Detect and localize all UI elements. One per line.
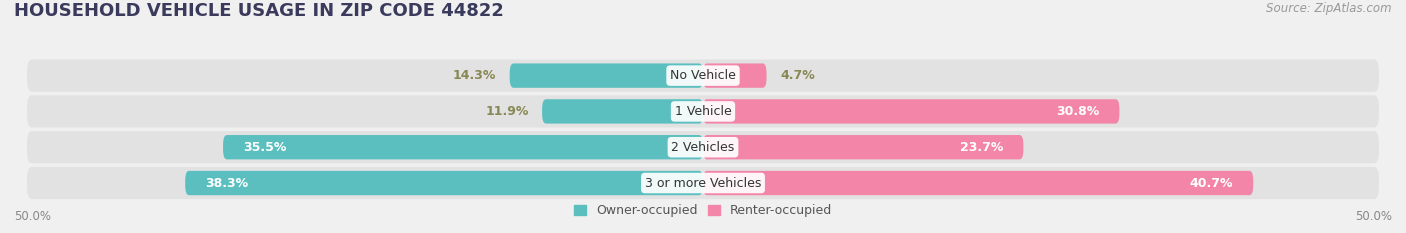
- Text: Source: ZipAtlas.com: Source: ZipAtlas.com: [1267, 2, 1392, 15]
- Text: 3 or more Vehicles: 3 or more Vehicles: [645, 177, 761, 189]
- FancyBboxPatch shape: [186, 171, 703, 195]
- Text: 11.9%: 11.9%: [485, 105, 529, 118]
- FancyBboxPatch shape: [703, 171, 1253, 195]
- Text: 1 Vehicle: 1 Vehicle: [675, 105, 731, 118]
- FancyBboxPatch shape: [509, 63, 703, 88]
- Legend: Owner-occupied, Renter-occupied: Owner-occupied, Renter-occupied: [568, 199, 838, 222]
- Text: 23.7%: 23.7%: [960, 141, 1002, 154]
- Text: 30.8%: 30.8%: [1056, 105, 1099, 118]
- Text: 35.5%: 35.5%: [243, 141, 287, 154]
- Text: 2 Vehicles: 2 Vehicles: [672, 141, 734, 154]
- FancyBboxPatch shape: [27, 59, 1379, 92]
- Text: 14.3%: 14.3%: [453, 69, 496, 82]
- FancyBboxPatch shape: [703, 99, 1119, 123]
- FancyBboxPatch shape: [224, 135, 703, 159]
- FancyBboxPatch shape: [703, 135, 1024, 159]
- FancyBboxPatch shape: [703, 63, 766, 88]
- FancyBboxPatch shape: [27, 131, 1379, 163]
- Text: 40.7%: 40.7%: [1189, 177, 1233, 189]
- FancyBboxPatch shape: [27, 95, 1379, 127]
- FancyBboxPatch shape: [27, 167, 1379, 199]
- Text: No Vehicle: No Vehicle: [671, 69, 735, 82]
- FancyBboxPatch shape: [543, 99, 703, 123]
- Text: 4.7%: 4.7%: [780, 69, 815, 82]
- Text: 50.0%: 50.0%: [14, 210, 51, 223]
- Text: HOUSEHOLD VEHICLE USAGE IN ZIP CODE 44822: HOUSEHOLD VEHICLE USAGE IN ZIP CODE 4482…: [14, 2, 503, 20]
- Text: 50.0%: 50.0%: [1355, 210, 1392, 223]
- Text: 38.3%: 38.3%: [205, 177, 249, 189]
